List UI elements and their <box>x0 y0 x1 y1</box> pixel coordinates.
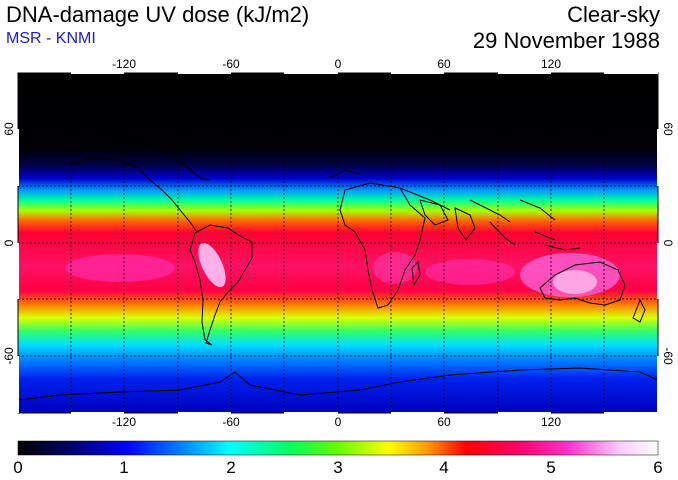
lat-label: 60 <box>2 122 16 136</box>
high-dose-patch-africa <box>373 252 417 284</box>
coastline-new-zealand <box>632 298 646 323</box>
coastline-africa <box>339 182 426 309</box>
lon-label: 0 <box>335 57 342 71</box>
colorbar-label: 0 <box>13 458 23 477</box>
lat-labels-right: 60 0 -60 <box>661 122 675 365</box>
coastline-central-america <box>139 169 198 233</box>
colorbar-label: 2 <box>226 458 236 477</box>
lon-label: -60 <box>222 415 240 429</box>
high-dose-patch-andes <box>198 242 226 288</box>
lon-labels-top: -120 -60 0 60 120 <box>112 57 561 71</box>
coastline-europe-asia <box>329 169 556 223</box>
sky-condition-label: Clear-sky <box>567 2 660 27</box>
lat-label: 0 <box>661 240 675 247</box>
lon-label: 120 <box>541 57 561 71</box>
lat-label: 60 <box>661 122 675 136</box>
lon-label: 60 <box>437 415 451 429</box>
lon-label: -120 <box>112 415 136 429</box>
high-dose-patch-pacific <box>65 254 175 282</box>
coastlines <box>19 129 658 401</box>
lon-label: 60 <box>437 57 451 71</box>
lon-label: 0 <box>335 415 342 429</box>
date-label: 29 November 1988 <box>472 28 660 53</box>
frame-bands <box>16 71 660 415</box>
colorbar-label: 4 <box>439 458 449 477</box>
uv-features <box>65 242 620 297</box>
lon-label: -60 <box>222 57 240 71</box>
colorbar-frame <box>17 440 659 456</box>
lon-label: 120 <box>541 415 561 429</box>
source-label: MSR - KNMI <box>6 30 96 47</box>
high-dose-patch-australia-core <box>553 270 597 294</box>
coastline-india <box>454 207 476 241</box>
lon-label: -120 <box>112 57 136 71</box>
coastline-arabia <box>419 199 449 226</box>
lat-label: 0 <box>2 239 16 246</box>
coastline-south-america <box>189 224 253 346</box>
colorbar-label: 5 <box>546 458 556 477</box>
lon-labels-bottom: -120 -60 0 60 120 <box>112 415 561 429</box>
colorbar-label: 3 <box>333 458 343 477</box>
coastline-antarctica <box>19 367 658 401</box>
colorbar-label: 1 <box>119 458 129 477</box>
coastline-north-america <box>69 129 211 181</box>
graticule <box>18 73 658 413</box>
coastline-australia <box>539 261 626 306</box>
coastline-madagascar <box>411 260 421 287</box>
colorbar-label: 6 <box>653 458 663 477</box>
lat-label: -60 <box>2 347 16 365</box>
colorbar <box>18 441 658 455</box>
chart-title: DNA-damage UV dose (kJ/m2) <box>6 2 310 27</box>
high-dose-patch-indian <box>425 259 515 285</box>
lat-label: -60 <box>661 347 675 365</box>
lat-labels-left: 60 0 -60 <box>2 122 16 365</box>
